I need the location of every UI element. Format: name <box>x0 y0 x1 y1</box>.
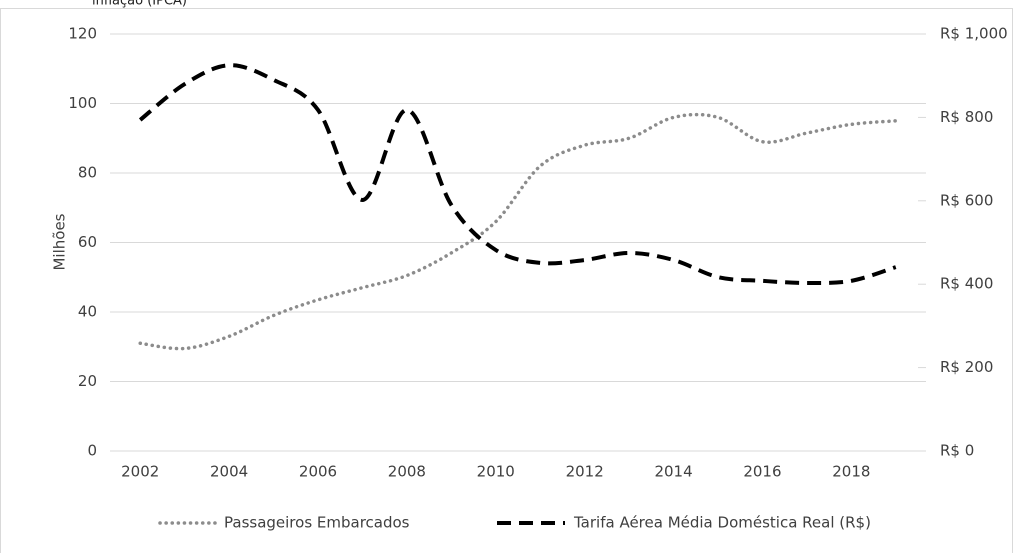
y2-tick-label: R$ 400 <box>940 275 993 293</box>
data-line <box>138 63 897 285</box>
x-tick-label: 2002 <box>121 463 159 481</box>
y2-tick-label: R$ 600 <box>940 191 993 209</box>
y-tick-label: 100 <box>68 94 97 112</box>
y-tick-label: 60 <box>78 233 97 251</box>
legend-label: Tarifa Aérea Média Doméstica Real (R$) <box>573 514 871 532</box>
y-tick-label: 0 <box>87 442 97 460</box>
y-tick-label: 120 <box>68 25 97 43</box>
chart-frame <box>0 8 1013 553</box>
y-tick-label: 80 <box>78 164 97 182</box>
x-tick-label: 2016 <box>743 463 781 481</box>
y2-tick-label: R$ 1,000 <box>940 25 1008 43</box>
y2-tick-label: R$ 200 <box>940 358 993 376</box>
x-tick-label: 2008 <box>388 463 426 481</box>
y2-tick-label: R$ 0 <box>940 442 974 460</box>
x-tick-label: 2010 <box>477 463 515 481</box>
y-tick-label: 20 <box>78 372 97 390</box>
x-tick-label: 2004 <box>210 463 248 481</box>
x-tick-label: 2018 <box>832 463 870 481</box>
x-tick-label: 2006 <box>299 463 337 481</box>
y-axis-label: Milhões <box>51 213 69 270</box>
y-tick-label: 40 <box>78 303 97 321</box>
legend-label: Passageiros Embarcados <box>224 514 410 532</box>
x-tick-label: 2014 <box>654 463 692 481</box>
chart-title: inflação (IPCA) <box>92 0 187 9</box>
x-tick-label: 2012 <box>566 463 604 481</box>
data-line <box>138 112 898 351</box>
y2-tick-label: R$ 800 <box>940 108 993 126</box>
